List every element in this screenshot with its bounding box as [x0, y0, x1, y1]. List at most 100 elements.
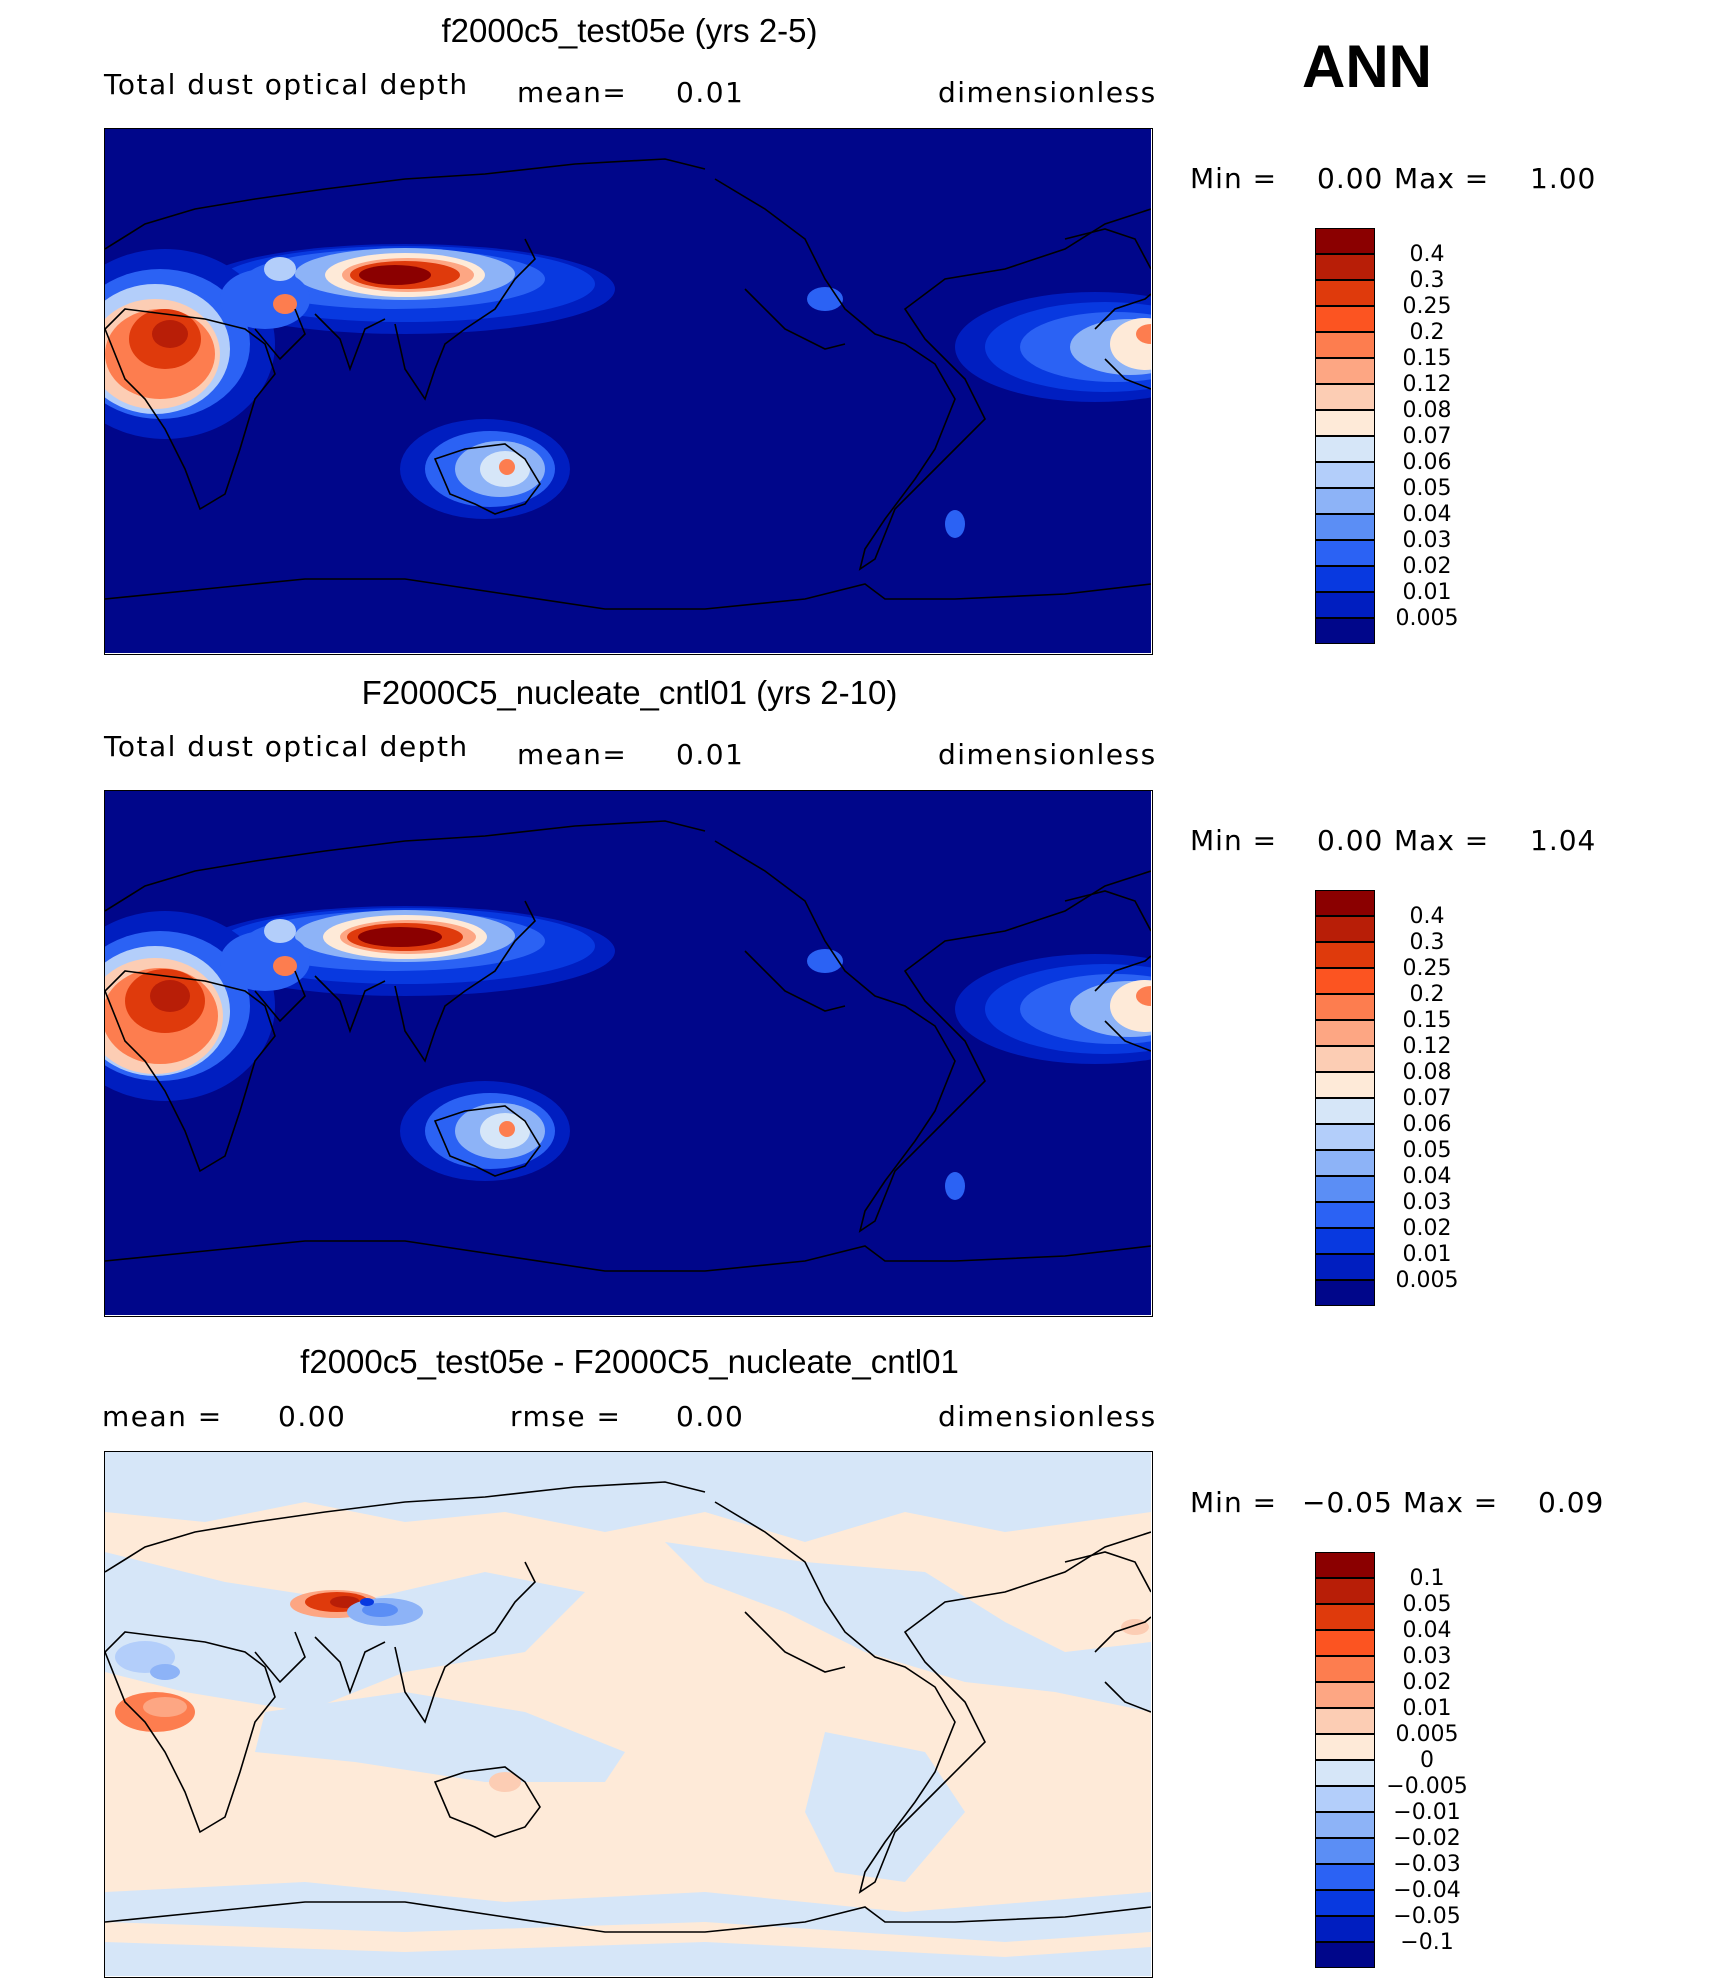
colorbar-tick-label: −0.02 — [1393, 1826, 1461, 1851]
colorbar-swatch — [1315, 1760, 1375, 1786]
colorbar-tick-label: 0.03 — [1402, 528, 1452, 553]
panel-3-min-label: Min = — [1190, 1486, 1278, 1519]
colorbar-tick-label: 0.01 — [1402, 580, 1452, 605]
colorbar-swatch — [1315, 1864, 1375, 1890]
colorbar-swatch — [1315, 566, 1375, 592]
colorbar-swatch — [1315, 1150, 1375, 1176]
panel-2-units: dimensionless — [938, 738, 1157, 771]
colorbar-swatch — [1315, 1734, 1375, 1760]
panel-3-units: dimensionless — [938, 1400, 1157, 1433]
colorbar-tick-label: 0.3 — [1409, 268, 1445, 293]
colorbar-tick-label: 0.01 — [1402, 1242, 1452, 1267]
colorbar-tick-label: −0.005 — [1386, 1774, 1468, 1799]
coastlines — [105, 820, 1152, 1272]
panel-3-min-value: −0.05 — [1302, 1486, 1393, 1519]
panel-1-map-svg — [105, 129, 1152, 653]
colorbar-tick-label: 0.4 — [1409, 904, 1445, 929]
panel-1-units: dimensionless — [938, 76, 1157, 109]
colorbar-tick-label: 0.04 — [1402, 502, 1452, 527]
colorbar-swatch — [1315, 462, 1375, 488]
colorbar-swatch — [1315, 1890, 1375, 1916]
colorbar-swatch — [1315, 332, 1375, 358]
map-background — [105, 129, 1151, 653]
colorbar-tick-label: 0.05 — [1402, 1592, 1452, 1617]
panel-1-min-label: Min = — [1190, 162, 1278, 195]
panel-1-title: f2000c5_test05e (yrs 2-5) — [441, 12, 818, 49]
colorbar-tick-label: 0.08 — [1402, 1060, 1452, 1085]
colorbar-swatch — [1315, 1604, 1375, 1630]
colorbar-tick-label: 0.005 — [1395, 1268, 1459, 1293]
colorbar-tick-label: −0.01 — [1393, 1800, 1461, 1825]
colorbar-tick-label: 0.03 — [1402, 1190, 1452, 1215]
panel-2-min-label: Min = — [1190, 824, 1278, 857]
colorbar-2: 0.4 0.3 0.25 0.2 0.15 0.12 0.08 0.07 0.06 0.05 0.0… — [1315, 890, 1515, 1310]
colorbar-tick-label: −0.03 — [1393, 1852, 1461, 1877]
colorbar-tick-label: −0.04 — [1393, 1878, 1461, 1903]
colorbar-swatch — [1315, 890, 1375, 916]
panel-2-min-value: 0.00 — [1317, 824, 1384, 857]
panel-2-mean-label: mean= — [517, 738, 628, 771]
colorbar-swatch — [1315, 410, 1375, 436]
colorbar-swatch — [1315, 618, 1375, 644]
panel-3-mean-label: mean = — [102, 1400, 223, 1433]
colorbar-tick-label: 0.02 — [1402, 1670, 1452, 1695]
colorbar-swatch — [1315, 1578, 1375, 1604]
panel-3-mean-value: 0.00 — [278, 1400, 347, 1433]
colorbar-tick-label: 0.06 — [1402, 1112, 1452, 1137]
colorbar-swatch — [1315, 228, 1375, 254]
coastlines — [105, 1481, 1152, 1933]
colorbar-swatch — [1315, 1552, 1375, 1578]
colorbar-swatch — [1315, 1838, 1375, 1864]
colorbar-swatch — [1315, 1812, 1375, 1838]
colorbar-swatch — [1315, 254, 1375, 280]
colorbar-swatch — [1315, 1630, 1375, 1656]
panel-2-map — [104, 790, 1153, 1317]
colorbar-swatch — [1315, 540, 1375, 566]
colorbar-tick-label: 0 — [1420, 1748, 1434, 1773]
colorbar-swatch — [1315, 1916, 1375, 1942]
colorbar-swatch — [1315, 1098, 1375, 1124]
panel-3-max-value: 0.09 — [1538, 1486, 1605, 1519]
colorbar-swatch — [1315, 1046, 1375, 1072]
panel-1-max-label: Max = — [1394, 162, 1490, 195]
colorbar-swatch — [1315, 1656, 1375, 1682]
colorbar-tick-label: 0.03 — [1402, 1644, 1452, 1669]
colorbar-swatch — [1315, 436, 1375, 462]
colorbar-tick-label: 0.04 — [1402, 1164, 1452, 1189]
difference-field — [105, 1452, 1151, 1976]
panel-2-title: F2000C5_nucleate_cntl01 (yrs 2-10) — [361, 674, 898, 711]
panel-1-map — [104, 128, 1153, 655]
colorbar-swatch — [1315, 1280, 1375, 1306]
panel-2-mean-value: 0.01 — [676, 738, 745, 771]
colorbar-tick-label: 0.25 — [1402, 294, 1452, 319]
colorbar-swatch — [1315, 280, 1375, 306]
panel-2-map-svg — [105, 791, 1152, 1315]
colorbar-swatch — [1315, 1254, 1375, 1280]
panel-1-max-value: 1.00 — [1530, 162, 1597, 195]
panel-1-min-value: 0.00 — [1317, 162, 1384, 195]
colorbar-tick-label: 0.25 — [1402, 956, 1452, 981]
panel-2-variable: Total dust optical depth — [104, 730, 469, 763]
colorbar-swatch — [1315, 1124, 1375, 1150]
colorbar-swatch — [1315, 1020, 1375, 1046]
colorbar-tick-label: 0.4 — [1409, 242, 1445, 267]
colorbar-tick-label: 0.005 — [1395, 606, 1459, 631]
panel-1-mean-value: 0.01 — [676, 76, 745, 109]
panel-3-title: f2000c5_test05e - F2000C5_nucleate_cntl0… — [300, 1343, 959, 1380]
colorbar-tick-label: 0.2 — [1409, 320, 1445, 345]
colorbar-swatch — [1315, 1072, 1375, 1098]
colorbar-swatch — [1315, 384, 1375, 410]
colorbar-tick-label: 0.005 — [1395, 1722, 1459, 1747]
colorbar-swatch — [1315, 1942, 1375, 1968]
colorbar-tick-label: 0.3 — [1409, 930, 1445, 955]
colorbar-tick-label: 0.02 — [1402, 1216, 1452, 1241]
panel-2-max-label: Max = — [1394, 824, 1490, 857]
colorbar-swatch — [1315, 1176, 1375, 1202]
colorbar-tick-label: 0.12 — [1402, 1034, 1452, 1059]
colorbar-tick-label: 0.06 — [1402, 450, 1452, 475]
colorbar-tick-label: 0.15 — [1402, 346, 1452, 371]
colorbar-swatch — [1315, 1682, 1375, 1708]
panel-1-variable: Total dust optical depth — [104, 68, 469, 101]
colorbar-swatch — [1315, 592, 1375, 618]
panel-3-rmse-label: rmse = — [510, 1400, 622, 1433]
